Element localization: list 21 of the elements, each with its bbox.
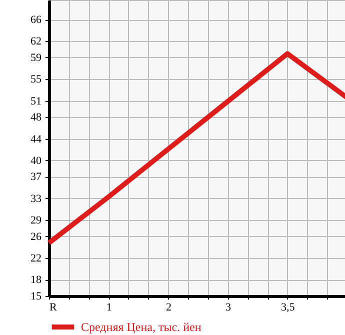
y-tick-label: 22: [30, 252, 42, 265]
y-tick-label: 37: [30, 171, 42, 184]
y-tick-label: 48: [30, 112, 42, 124]
y-tick-label: 33: [30, 192, 42, 205]
y-tick-label: 44: [30, 133, 42, 146]
y-tick-label: 51: [30, 95, 42, 108]
y-tick-label: 26: [30, 230, 42, 243]
y-tick-label: 40: [30, 154, 42, 167]
y-tick-label: 18: [30, 274, 42, 286]
y-tick-label: 59: [30, 52, 42, 64]
x-tick-label: 3,5: [281, 302, 296, 314]
y-tick-label: 55: [30, 74, 42, 86]
x-tick-label: 2: [166, 302, 172, 314]
legend-label: Средняя Цена, тыс. йен: [81, 320, 202, 334]
x-tick-label: 1: [106, 302, 112, 314]
y-tick-label: 66: [30, 14, 42, 26]
y-tick-label: 15: [30, 290, 42, 302]
y-tick-label: 62: [30, 36, 42, 48]
x-tick-label: 3: [226, 302, 232, 314]
y-tick-label: 29: [30, 214, 42, 227]
x-tick-label: R: [50, 302, 58, 314]
